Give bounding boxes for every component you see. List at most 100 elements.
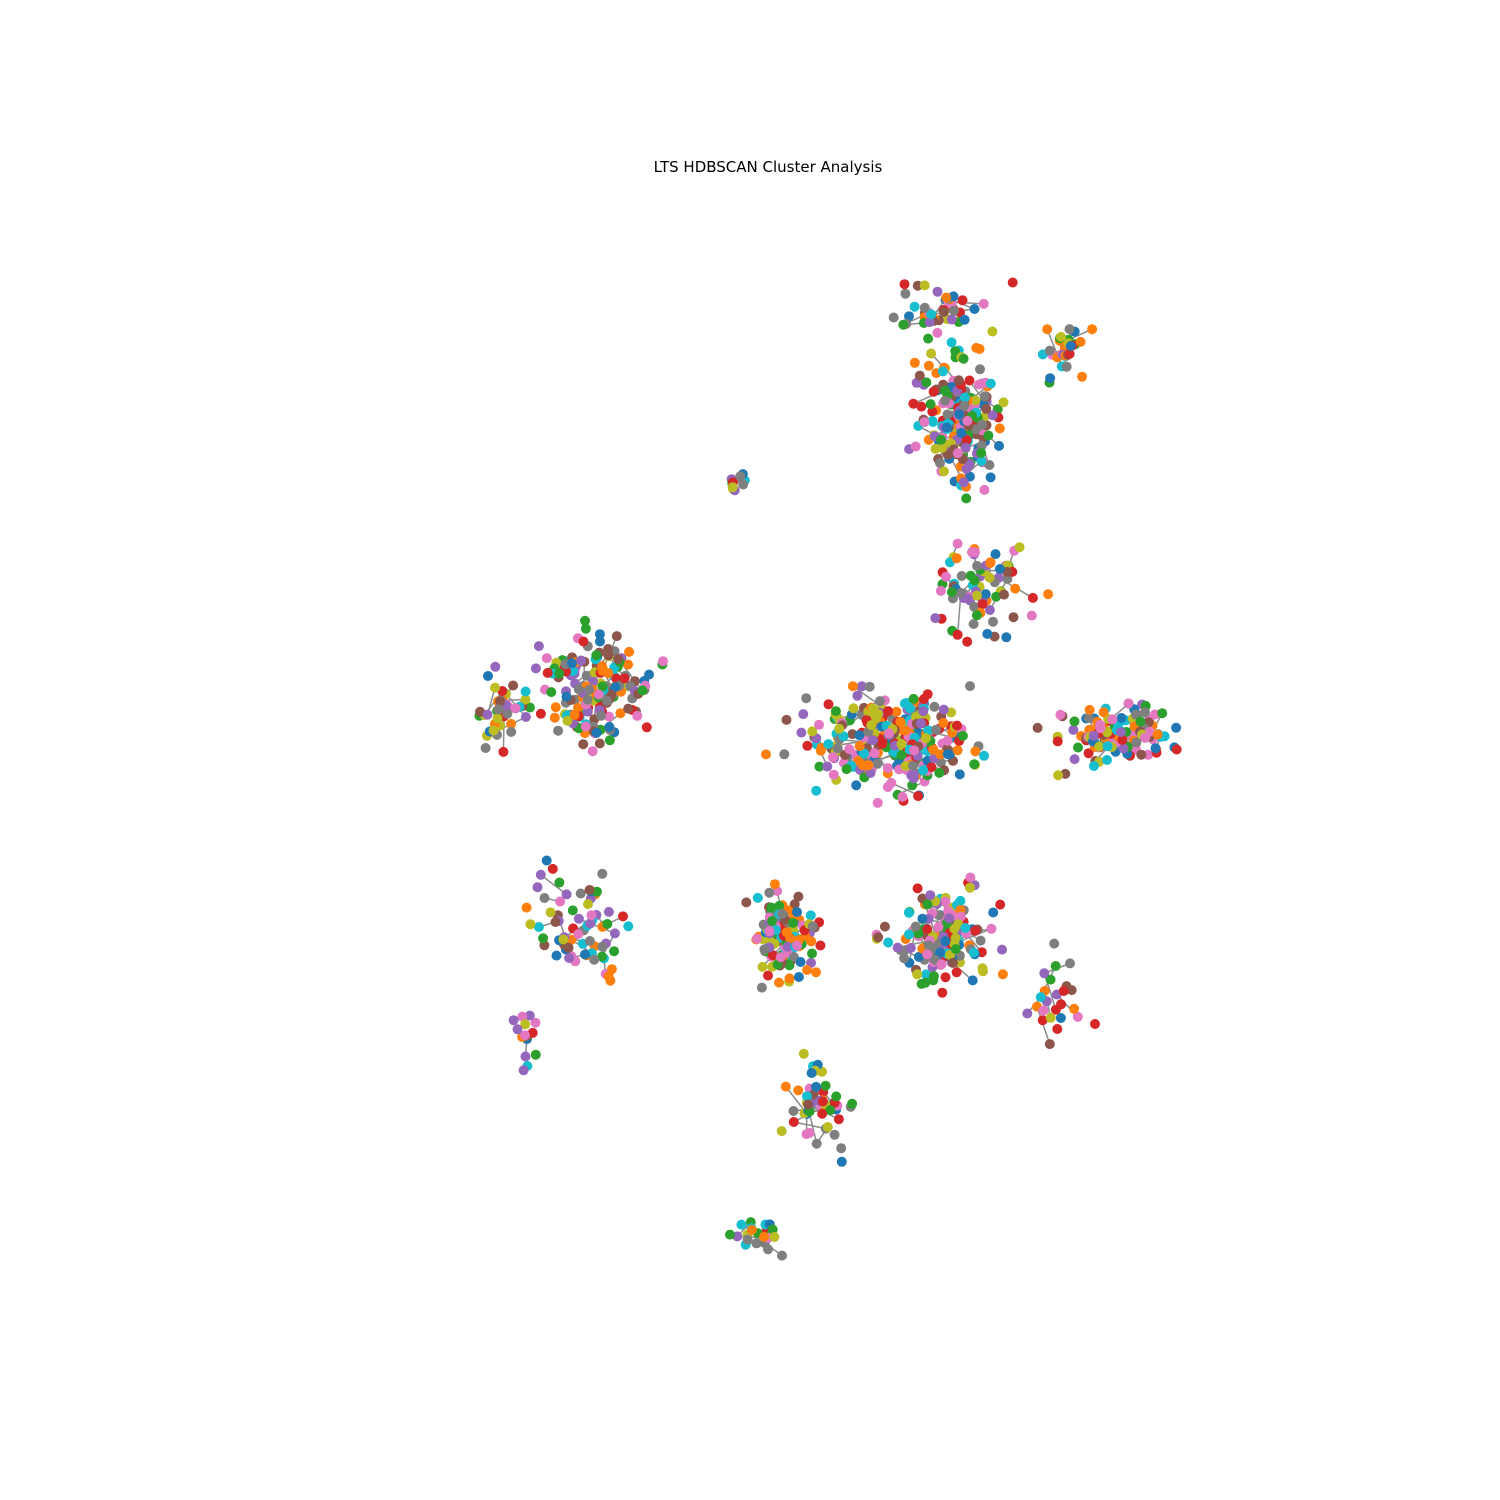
data-point: [926, 348, 937, 359]
data-point: [482, 709, 493, 720]
data-point: [603, 906, 614, 917]
data-point: [935, 458, 945, 468]
data-point: [986, 923, 997, 934]
data-point: [935, 947, 946, 958]
data-point: [961, 435, 972, 446]
data-point: [1065, 958, 1075, 969]
data-point: [841, 764, 852, 775]
data-point: [512, 1024, 523, 1035]
data-point: [874, 696, 885, 707]
data-point: [856, 681, 867, 692]
data-point: [547, 863, 558, 874]
data-point: [520, 686, 531, 697]
data-point: [506, 726, 517, 737]
data-point: [597, 681, 608, 692]
data-point: [1102, 755, 1112, 765]
data-point: [623, 921, 634, 932]
data-point: [1052, 736, 1063, 747]
data-point: [774, 977, 784, 988]
data-point: [925, 890, 936, 901]
data-point: [1073, 742, 1083, 753]
data-point: [975, 364, 985, 375]
data-point: [763, 970, 773, 981]
data-point: [1022, 1008, 1033, 1019]
data-point: [811, 1138, 822, 1149]
data-point: [1140, 732, 1151, 743]
data-point: [609, 928, 620, 939]
data-point: [836, 1143, 847, 1154]
data-point: [1061, 361, 1072, 372]
data-point: [520, 694, 531, 705]
data-point: [539, 893, 550, 903]
data-point: [784, 973, 795, 984]
data-point: [1056, 331, 1066, 342]
data-point: [884, 728, 894, 739]
data-point: [591, 650, 602, 661]
data-point: [963, 593, 973, 604]
data-point: [777, 1250, 787, 1261]
data-point: [549, 712, 560, 723]
data-point: [904, 929, 914, 940]
data-point: [530, 1049, 541, 1060]
data-point: [520, 1019, 531, 1030]
data-point: [926, 762, 937, 773]
data-point: [769, 879, 780, 890]
data-point: [940, 972, 951, 983]
data-point: [493, 704, 504, 715]
data-point: [922, 924, 933, 935]
data-point: [518, 1065, 529, 1076]
data-point: [764, 887, 775, 898]
data-point: [937, 987, 948, 998]
data-point: [1014, 542, 1025, 553]
data-point: [848, 703, 859, 714]
data-point: [898, 319, 909, 330]
data-point: [957, 730, 968, 741]
data-point: [882, 763, 893, 774]
data-point: [796, 727, 807, 738]
data-point: [555, 896, 566, 907]
data-point: [1102, 741, 1113, 752]
data-point: [580, 949, 590, 960]
data-point: [970, 547, 980, 558]
data-point: [793, 891, 804, 902]
data-point: [928, 386, 939, 397]
data-point: [927, 406, 938, 417]
data-point: [908, 398, 919, 409]
data-point: [752, 933, 762, 944]
data-point: [956, 571, 967, 581]
data-point: [919, 280, 930, 291]
points-layer: [474, 277, 1182, 1261]
data-point: [807, 948, 817, 959]
data-point: [495, 696, 505, 707]
cluster-edge: [793, 1121, 827, 1130]
data-point: [921, 969, 931, 980]
data-point: [533, 641, 544, 652]
data-point: [970, 395, 981, 406]
data-point: [811, 785, 822, 796]
data-point: [957, 295, 968, 306]
data-point: [1038, 1005, 1049, 1016]
data-point: [831, 1091, 842, 1102]
data-point: [960, 442, 971, 453]
data-point: [899, 279, 910, 290]
data-point: [817, 1096, 828, 1107]
data-point: [597, 941, 608, 952]
data-point: [589, 954, 600, 965]
data-point: [944, 913, 955, 924]
data-point: [553, 725, 564, 736]
data-point: [985, 558, 996, 569]
data-point: [940, 896, 951, 907]
data-point: [795, 957, 806, 967]
data-point: [517, 1011, 528, 1022]
data-point: [736, 1219, 747, 1230]
data-point: [641, 722, 652, 733]
data-point: [780, 1081, 791, 1092]
data-point: [742, 1234, 753, 1245]
data-point: [1026, 610, 1037, 621]
data-point: [815, 745, 826, 756]
data-point: [558, 934, 569, 945]
data-point: [822, 761, 833, 772]
data-point: [937, 366, 948, 377]
data-point: [807, 921, 818, 932]
data-point: [942, 749, 953, 760]
